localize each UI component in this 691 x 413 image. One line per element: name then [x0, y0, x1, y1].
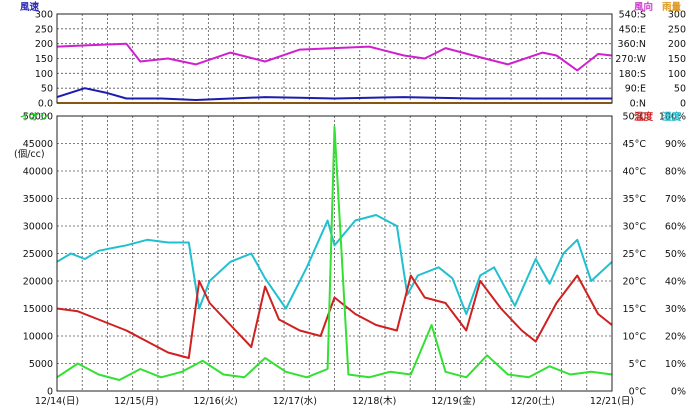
left-tick-label: 50000	[23, 112, 53, 123]
right-tick-label-1: 270:W	[615, 54, 646, 65]
right-tick-label-1: 0°C	[629, 387, 647, 398]
x-tick-label: 12/20(土)	[511, 395, 555, 407]
right-tick-label-1: 180:S	[619, 69, 646, 80]
right-tick-label-2: 40%	[665, 277, 686, 288]
left-tick-label: 200	[35, 39, 53, 50]
left-tick-label: 0.0	[38, 99, 53, 110]
left-tick-label: 5000	[29, 359, 53, 370]
right-tick-label-2: 30%	[665, 304, 686, 315]
right-axis-title-1: 温度	[634, 111, 654, 123]
left-axis-title: 風速	[20, 1, 40, 13]
left-tick-label: 150	[35, 54, 53, 65]
right-tick-label-2: 70%	[665, 194, 686, 205]
left-tick-label: 10000	[23, 332, 53, 343]
plot-frame-1	[56, 115, 613, 392]
right-tick-label-2: 250	[668, 24, 686, 35]
right-tick-label-2: 50	[674, 84, 686, 95]
right-tick-label-1: 450:E	[619, 24, 646, 35]
right-tick-label-1: 90:E	[625, 84, 646, 95]
x-tick-label: 12/21(日)	[590, 396, 634, 407]
right-tick-label-1: 10°C	[623, 332, 647, 343]
left-tick-label: 100	[35, 69, 53, 80]
right-tick-label-1: 5°C	[629, 359, 647, 370]
right-axis-title-2: 湿度	[662, 111, 682, 123]
right-tick-label-2: 60%	[665, 222, 686, 233]
right-tick-label-1: 45°C	[623, 139, 647, 150]
left-axis-title: イオン	[20, 112, 49, 123]
right-axis-title-1: 風向	[634, 1, 653, 13]
right-tick-label-2: 80%	[665, 167, 686, 178]
x-tick-label: 12/19(金)	[431, 395, 475, 407]
series-line-1-1	[56, 274, 613, 359]
right-tick-label-2: 100%	[659, 112, 686, 123]
series-line-1-0	[56, 214, 613, 315]
left-axis-unit: (個/cc)	[14, 148, 45, 160]
left-tick-label: 25000	[23, 249, 53, 260]
right-tick-label-1: 0:N	[630, 99, 646, 110]
right-tick-label-1: 40°C	[623, 167, 647, 178]
x-tick-label: 12/16(火)	[193, 396, 237, 407]
left-tick-label: 45000	[23, 139, 53, 150]
x-tick-label: 12/17(水)	[273, 395, 317, 407]
x-tick-label: 12/18(木)	[352, 395, 396, 407]
left-tick-label: 300	[35, 10, 53, 21]
right-tick-label-1: 360:N	[618, 39, 646, 50]
left-tick-label: 250	[35, 24, 53, 35]
right-tick-label-2: 0%	[671, 387, 686, 398]
right-tick-label-1: 25°C	[623, 249, 647, 260]
left-tick-label: 40000	[23, 167, 53, 178]
left-tick-label: 15000	[23, 304, 53, 315]
left-tick-label: 20000	[23, 277, 53, 288]
right-tick-label-1: 50°C	[623, 112, 647, 123]
right-tick-label-2: 300	[668, 10, 686, 21]
x-tick-label: 12/15(月)	[114, 396, 158, 407]
left-tick-label: 50	[41, 84, 53, 95]
left-tick-label: 0	[47, 387, 53, 398]
right-axis-title-2: 雨量	[662, 1, 682, 13]
right-tick-label-2: 50%	[665, 249, 686, 260]
right-tick-label-1: 30°C	[623, 222, 647, 233]
right-tick-label-2: 200	[668, 39, 686, 50]
right-tick-label-2: 10%	[665, 359, 686, 370]
right-tick-label-2: 100	[668, 69, 686, 80]
left-tick-label: 35000	[23, 194, 53, 205]
right-tick-label-2: 0	[680, 99, 686, 110]
series-line-0-0	[56, 42, 613, 72]
right-tick-label-2: 20%	[665, 332, 686, 343]
right-tick-label-1: 540:S	[619, 10, 646, 21]
plot-frame-0	[56, 13, 613, 104]
left-tick-label: 30000	[23, 222, 53, 233]
right-tick-label-2: 90%	[665, 139, 686, 150]
right-tick-label-1: 35°C	[623, 194, 647, 205]
right-tick-label-2: 150	[668, 54, 686, 65]
series-line-0-1	[56, 87, 612, 101]
right-tick-label-1: 20°C	[623, 277, 647, 288]
x-tick-label: 12/14(日)	[35, 396, 79, 407]
series-line-1-2	[56, 126, 613, 381]
right-tick-label-1: 15°C	[623, 304, 647, 315]
